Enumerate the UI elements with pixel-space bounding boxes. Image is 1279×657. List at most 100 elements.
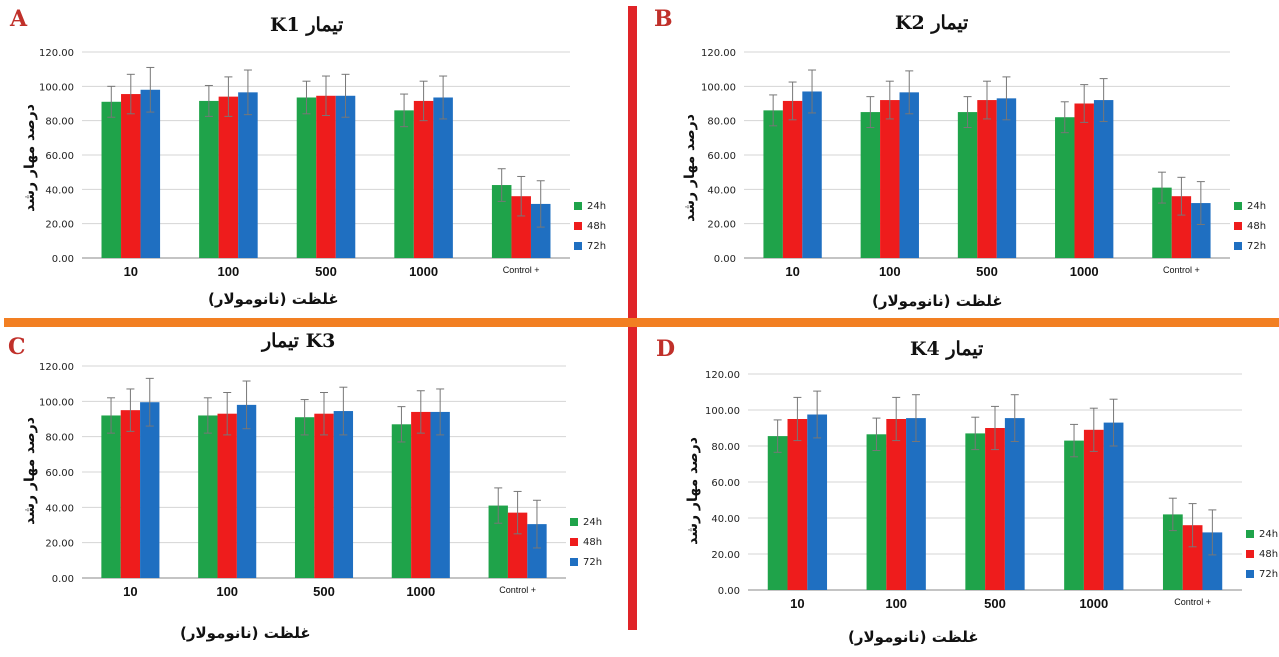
y-tick-label: 40.00 [711,514,740,525]
legend-label: 72h [1259,568,1279,580]
x-tick-label: Control + [1163,265,1200,275]
bar-72h [430,411,450,578]
x-tick-label: 500 [315,264,337,279]
legend-label: 48h [587,220,607,232]
plot-area: 0.00 20.00 40.00 60.00 80.00 100.00 120.00 10 10… [701,48,1230,279]
x-axis-label: غلظت (نانومولار) [848,628,979,646]
bar-48h [121,94,141,258]
legend-swatch [574,222,582,230]
bar-24h [860,112,881,258]
legend-swatch [574,242,582,250]
bar-48h [314,413,334,578]
y-tick-label: 0.00 [714,254,736,265]
bar-72h [433,97,453,258]
bar-72h [996,98,1017,258]
plot-area: 0.00 20.00 40.00 60.00 80.00 100.00 120.00 10 10… [39,362,566,599]
bar-24h [101,101,122,259]
bar-72h [335,95,356,259]
bar-24h [394,110,414,258]
legend: 24h 48h 72h [1246,524,1278,584]
panel-letter: A [10,6,28,32]
bar-48h [413,100,434,258]
y-tick-label: 80.00 [707,117,736,128]
chart-panel-c: C تیمار K3 درصد مهار رشد 0.00 20.00 40.00 6… [0,328,630,648]
bar-24h [491,185,512,258]
bar-48h [511,196,531,258]
x-tick-label: 10 [124,264,138,279]
bar-24h [1152,187,1172,258]
legend-swatch [1246,550,1254,558]
bar-72h [333,411,354,578]
legend-item-24h: 24h [1234,196,1266,216]
legend: 24h 48h 72h [574,196,606,256]
x-tick-label: Control + [499,585,536,595]
x-axis-label: غلظت (نانومولار) [208,290,339,308]
bar-72h [527,524,547,578]
bar-24h [391,424,412,578]
bar-24h [965,433,986,590]
y-tick-label: 120.00 [701,48,736,59]
legend-swatch [570,558,578,566]
bar-48h [120,410,141,578]
y-tick-label: 120.00 [39,362,74,373]
x-tick-label: 1000 [1079,596,1108,611]
bar-24h [1055,117,1075,258]
y-tick-label: 40.00 [45,185,74,196]
x-tick-label: 1000 [409,264,438,279]
bar-72h [906,418,926,590]
legend-item-24h: 24h [570,512,602,532]
bar-24h [957,112,978,258]
x-tick-label: 10 [790,596,804,611]
bar-24h [294,417,315,578]
y-tick-label: 120.00 [705,370,740,381]
legend-label: 72h [1247,240,1267,252]
bar-72h [1004,418,1025,590]
x-tick-label: 100 [216,584,238,599]
x-tick-label: 1000 [1070,264,1099,279]
x-axis-label: غلظت (نانومولار) [872,292,1003,310]
legend-label: 48h [1259,548,1279,560]
y-tick-label: 100.00 [705,406,740,417]
panel-letter: D [656,336,676,362]
legend-item-48h: 48h [574,216,606,236]
bar-48h [316,95,336,259]
legend-label: 24h [1247,200,1267,212]
legend-item-48h: 48h [1234,216,1266,236]
legend-item-72h: 72h [570,552,602,572]
bar-48h [507,512,528,578]
chart-title: K2 تیمار [895,12,969,34]
bar-48h [787,419,808,590]
x-tick-label: 100 [885,596,907,611]
y-tick-label: 100.00 [701,82,736,93]
legend: 24h 48h 72h [1234,196,1266,256]
bar-48h [977,100,997,258]
y-tick-label: 0.00 [52,254,74,265]
plot-area: 0.00 20.00 40.00 60.00 80.00 100.00 120.00 10 10… [705,370,1242,611]
legend-swatch [1234,242,1242,250]
bar-72h [1202,532,1223,590]
legend-swatch [570,518,578,526]
bar-72h [140,89,161,259]
horizontal-divider [4,318,1279,327]
bar-72h [238,92,258,258]
y-tick-label: 20.00 [707,220,736,231]
legend-item-48h: 48h [570,532,602,552]
y-tick-label: 20.00 [45,539,74,550]
bar-72h [1191,203,1211,258]
bar-48h [985,428,1005,590]
bar-24h [866,434,887,590]
chart-title: تیمار K3 [262,330,336,352]
legend-swatch [574,202,582,210]
bar-24h [198,415,218,578]
bar-72h [802,91,822,258]
bar-48h [880,100,900,258]
bar-48h [1171,196,1192,258]
legend-label: 24h [583,516,603,528]
chart-title: K4 تیمار [910,338,984,360]
y-tick-label: 60.00 [711,478,740,489]
x-tick-label: 100 [218,264,240,279]
bar-24h [763,110,783,258]
x-axis-label: غلظت (نانومولار) [180,624,311,642]
y-tick-label: 80.00 [711,442,740,453]
bar-48h [886,419,907,590]
